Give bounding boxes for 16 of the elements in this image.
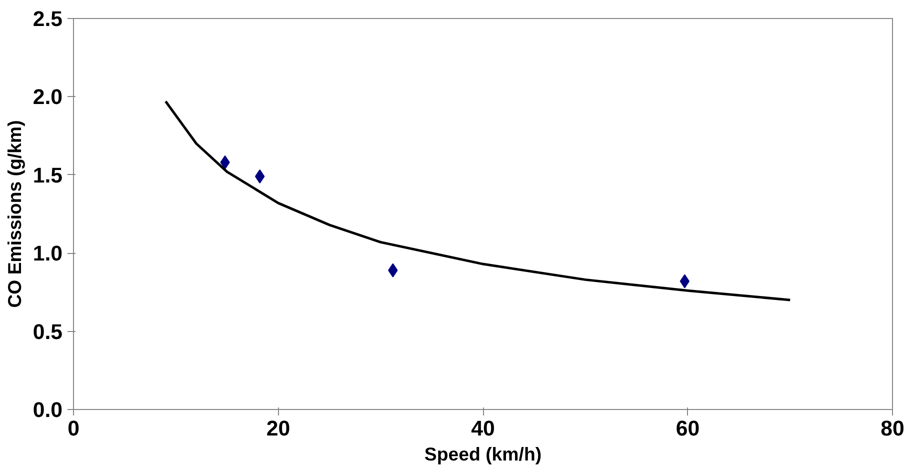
point <box>680 274 690 288</box>
y-axis-title: CO Emissions (g/km) <box>4 120 25 308</box>
y-tick-label: 1.0 <box>32 242 63 266</box>
x-tick-label: 80 <box>880 416 904 440</box>
y-tick-label: 0.0 <box>32 398 63 422</box>
y-tick-label: 0.5 <box>32 320 63 344</box>
y-tick-label: 2.5 <box>32 7 63 31</box>
x-tick-label: 20 <box>266 416 290 440</box>
y-tick-label: 2.0 <box>32 85 63 110</box>
x-axis-title: Speed (km/h) <box>424 444 542 464</box>
point <box>254 169 265 184</box>
y-tick-label: 1.5 <box>32 163 63 188</box>
x-tick-label: 0 <box>68 416 80 440</box>
x-tick-label: 40 <box>471 416 495 440</box>
x-tick-label: 60 <box>676 416 700 440</box>
line-series <box>164 100 792 302</box>
